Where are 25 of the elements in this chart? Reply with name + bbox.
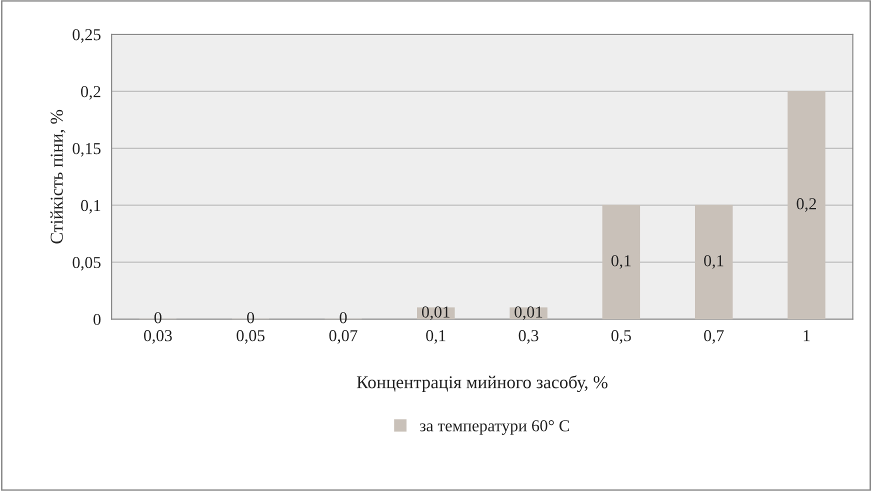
data-label: 0 <box>154 312 162 324</box>
x-tick-label: 0,07 <box>329 330 358 344</box>
x-tick-label: 0,05 <box>236 330 265 344</box>
x-tick-label: 0,03 <box>144 330 172 344</box>
y-tick-label: 0,25 <box>72 29 101 43</box>
y-tick-label: 0 <box>94 314 101 326</box>
x-tick-label: 0,7 <box>704 330 724 344</box>
data-label: 0,2 <box>796 198 816 212</box>
data-label: 0,1 <box>611 255 631 269</box>
data-label: 0,01 <box>422 306 450 320</box>
x-tick-label: 0,1 <box>426 330 446 344</box>
x-tick-label: 0,5 <box>611 330 631 344</box>
data-label: 0,1 <box>704 255 724 269</box>
y-tick-label: 0,15 <box>72 142 101 157</box>
data-label: 0,01 <box>514 306 542 320</box>
x-tick-label: 0,3 <box>518 330 538 344</box>
y-tick-label: 0,2 <box>81 86 100 100</box>
x-axis-title: Концентрація мийного засобу, % <box>356 375 608 392</box>
data-label: 0 <box>247 312 254 324</box>
x-tick-label: 1 <box>804 330 810 342</box>
data-label: 0 <box>340 312 347 324</box>
legend-label: за температури 60° C <box>420 420 569 435</box>
y-tick-label: 0,1 <box>81 200 100 214</box>
y-tick-label: 0,05 <box>72 256 101 271</box>
y-axis-title: Стійкість піни, % <box>50 110 66 244</box>
